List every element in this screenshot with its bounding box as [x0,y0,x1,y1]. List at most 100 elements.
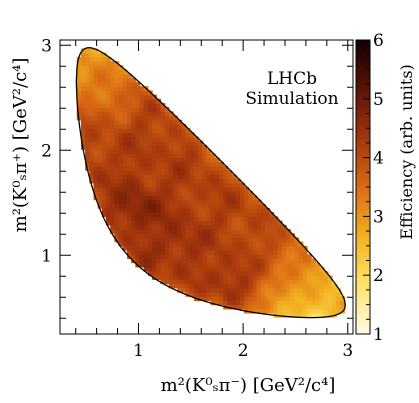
heatmap-cell [336,292,342,297]
heatmap-cell [252,300,258,306]
heatmap-cell [244,203,249,209]
heatmap-cell [147,98,153,104]
heatmap-cell [252,195,258,201]
heatmap-cell [223,283,229,289]
heatmap-cell [85,90,90,96]
heatmap-cell [193,136,199,142]
heatmap-cell [177,262,182,268]
heatmap-cell [323,313,329,318]
heatmap-cell [311,258,316,264]
heatmap-cell [164,174,170,180]
heatmap-cell [206,237,212,243]
heatmap-cell [294,292,300,297]
heatmap-cell [164,182,170,188]
heatmap-cell [219,191,224,196]
heatmap-cell [143,90,149,96]
heatmap-cell [269,241,275,247]
colorbar-tick-label: 2 [373,266,384,286]
heatmap-cell [76,73,82,79]
heatmap-cell [168,132,174,138]
heatmap-cell [168,271,174,276]
heatmap-cell [298,262,304,268]
heatmap-cell [156,254,162,259]
heatmap-cell [135,220,141,226]
heatmap-cell [202,245,208,251]
heatmap-cell [219,195,224,201]
heatmap-cell [122,98,128,104]
heatmap-cell [97,132,103,138]
heatmap-cell [298,254,304,259]
heatmap-cell [219,292,224,297]
heatmap-cell [147,229,153,234]
heatmap-cell [227,216,233,222]
heatmap-cell [156,174,162,180]
heatmap-cell [93,140,99,146]
heatmap-cell [219,170,224,175]
heatmap-cell [152,250,157,255]
heatmap-cell [336,308,342,314]
heatmap-cell [290,250,295,255]
heatmap-cell [252,233,258,238]
heatmap-cell [168,279,174,285]
heatmap-cell [156,178,162,184]
heatmap-cell [114,212,120,217]
heatmap-cell [122,140,128,146]
heatmap-cell [202,271,208,276]
heatmap-cell [277,220,283,226]
heatmap-cell [189,224,195,230]
heatmap-cell [139,157,145,163]
heatmap-cell [286,262,291,268]
heatmap-cell [93,90,99,96]
heatmap-cell [248,224,254,230]
heatmap-cell [131,111,136,117]
heatmap-cell [122,119,128,125]
heatmap-cell [244,279,249,285]
heatmap-cell [168,241,174,247]
heatmap-cell [185,195,191,201]
heatmap-cell [235,258,241,264]
heatmap-cell [156,212,162,217]
heatmap-cell [177,182,182,188]
heatmap-cell [193,140,199,146]
heatmap-cell [139,98,145,104]
heatmap-cell [315,287,321,293]
heatmap-cell [135,161,141,167]
heatmap-cell [294,304,300,310]
heatmap-cell [131,254,136,259]
heatmap-cell [118,191,124,196]
heatmap-cell [181,262,187,268]
heatmap-cell [80,103,86,108]
heatmap-cell [193,195,199,201]
heatmap-cell [101,153,107,159]
heatmap-cell [252,220,258,226]
heatmap-cell [114,94,120,100]
heatmap-cell [101,212,107,217]
heatmap-cell [185,191,191,196]
heatmap-cell [106,216,111,222]
heatmap-cell [315,275,321,280]
heatmap-cell [177,283,182,289]
heatmap-cell [101,77,107,83]
heatmap-cell [126,98,132,104]
heatmap-cell [177,203,182,209]
heatmap-cell [214,191,220,196]
heatmap-cell [168,187,174,192]
heatmap-cell [160,220,166,226]
heatmap-cell [227,199,233,205]
heatmap-cell [214,296,220,301]
heatmap-cell [244,195,249,201]
heatmap-cell [269,300,275,306]
heatmap-cell [177,237,182,243]
heatmap-cell [114,166,120,171]
heatmap-cell [168,140,174,146]
heatmap-cell [227,233,233,238]
heatmap-cell [193,216,199,222]
heatmap-cell [114,178,120,184]
heatmap-cell [89,124,95,129]
heatmap-cell [177,208,182,213]
heatmap-cell [323,292,329,297]
heatmap-cell [223,233,229,238]
heatmap-cell [101,103,107,108]
heatmap-cell [210,296,216,301]
